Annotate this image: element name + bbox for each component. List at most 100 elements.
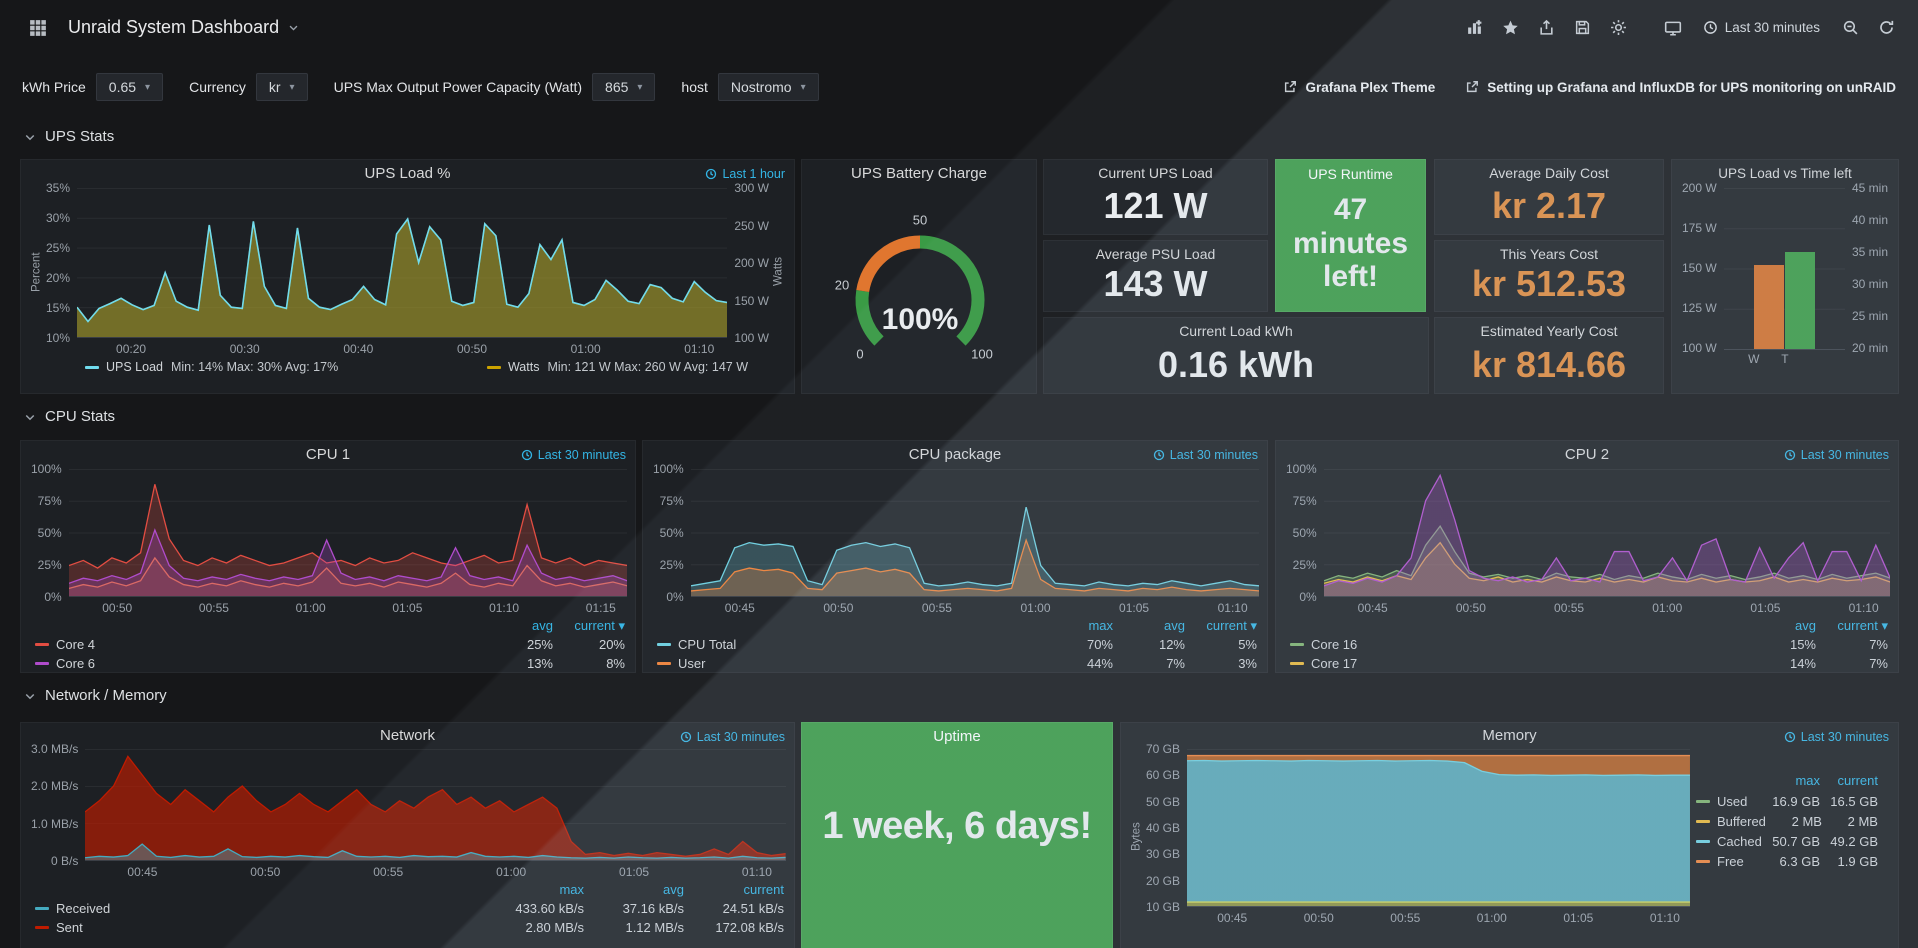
- variable-dropdown[interactable]: 0.65 ▾: [95, 73, 164, 101]
- zoom-out-icon[interactable]: [1834, 12, 1866, 44]
- stat-value: kr 814.66: [1471, 343, 1627, 385]
- section-header-cpu[interactable]: CPU Stats: [24, 408, 115, 425]
- gauge-tick: 0: [856, 346, 864, 362]
- panel-network: Network Last 30 minutes 3.0 MB/s 2.0 MB/s…: [20, 722, 795, 948]
- series-name[interactable]: Free: [1717, 853, 1744, 869]
- time-range-label: Last 30 minutes: [1724, 20, 1820, 35]
- stat-value: 143 W: [1103, 263, 1208, 304]
- legend-row: Used 16.9 GB 16.5 GB: [1696, 791, 1878, 811]
- series-swatch: [1696, 859, 1710, 863]
- panel-title[interactable]: UPS Battery Charge: [851, 165, 987, 182]
- series-name[interactable]: CPU Total: [678, 637, 737, 652]
- panel-title[interactable]: Current Load kWh: [1179, 323, 1293, 339]
- section-header-ups[interactable]: UPS Stats: [24, 128, 114, 145]
- series-name[interactable]: Used: [1717, 793, 1748, 809]
- panel-time-range: Last 1 hour: [705, 167, 785, 181]
- bar-watts: [1753, 265, 1784, 349]
- gauge-tick: 100: [971, 346, 993, 362]
- panel-title[interactable]: UPS Runtime: [1308, 166, 1393, 182]
- panel-title[interactable]: Memory: [1482, 727, 1537, 744]
- series-name[interactable]: Sent: [56, 920, 83, 935]
- save-icon[interactable]: [1567, 12, 1599, 44]
- panel-battery-gauge: UPS Battery Charge 0 20 50 100 100%: [801, 159, 1037, 394]
- panel-title[interactable]: Current UPS Load: [1098, 165, 1213, 181]
- variable-dropdown[interactable]: 865 ▾: [592, 73, 656, 101]
- panel-title[interactable]: Network: [379, 727, 435, 744]
- series-swatch: [35, 662, 49, 665]
- chevron-down-icon: [289, 25, 298, 31]
- star-icon[interactable]: [1495, 12, 1527, 44]
- dashboard-link[interactable]: Grafana Plex Theme: [1283, 80, 1435, 95]
- cycle-view-icon[interactable]: [1657, 12, 1689, 44]
- series-name[interactable]: Core 17: [1311, 656, 1358, 671]
- legend-item[interactable]: Watts Min: 121 W Max: 260 W Avg: 147 W: [486, 360, 748, 374]
- legend-row: Cached 50.7 GB 49.2 GB: [1696, 831, 1878, 851]
- panel-estimated-yearly-cost: Estimated Yearly Cost kr 814.66: [1434, 317, 1664, 394]
- bar-chart: [1723, 188, 1845, 350]
- variable-label: host: [681, 79, 708, 95]
- panel-ups-load-vs-time: UPS Load vs Time left 200 W 175 W 150 W 125…: [1671, 159, 1899, 394]
- variable-dropdown[interactable]: kr ▾: [255, 73, 308, 101]
- add-panel-icon[interactable]: [1459, 12, 1491, 44]
- series-name[interactable]: Cached: [1717, 833, 1762, 849]
- share-icon[interactable]: [1531, 12, 1563, 44]
- panel-title[interactable]: CPU package: [908, 446, 1002, 463]
- series-name[interactable]: User: [678, 656, 706, 671]
- external-link-icon: [1285, 81, 1297, 93]
- y-axis-right: 300 W 250 W 200 W 150 W 100 W: [734, 181, 769, 345]
- panel-current-load-kwh: Current Load kWh 0.16 kWh: [1043, 317, 1429, 394]
- section-title: UPS Stats: [45, 128, 115, 145]
- navbar-actions: Last 30 minutes: [1459, 12, 1902, 44]
- panel-title[interactable]: CPU 1: [305, 446, 351, 463]
- series-name[interactable]: Buffered: [1717, 813, 1766, 829]
- variable-dropdown[interactable]: Nostromo ▾: [717, 73, 819, 101]
- section-header-netmem[interactable]: Network / Memory: [24, 687, 167, 704]
- legend: max avg current ▾ CPU Total 70% 12% 5% Use…: [643, 615, 1267, 673]
- series-name[interactable]: Core 4: [56, 637, 96, 652]
- series-name[interactable]: Core 16: [1311, 637, 1358, 652]
- panel-title[interactable]: Uptime: [933, 728, 981, 745]
- chevron-down-icon: ▾: [637, 81, 643, 93]
- panel-title[interactable]: CPU 2: [1564, 446, 1610, 463]
- y-axis: 100% 75% 50% 25% 0%: [653, 462, 684, 604]
- panel-title[interactable]: This Years Cost: [1499, 246, 1599, 262]
- legend-row: Free 6.3 GB 1.9 GB: [1696, 851, 1878, 871]
- legend: UPS Load Min: 14% Max: 30% Avg: 17% Watt…: [21, 356, 794, 374]
- panel-current-ups-load: Current UPS Load 121 W: [1043, 159, 1268, 235]
- variable-label: UPS Max Output Power Capacity (Watt): [333, 79, 583, 95]
- clock-icon: [1153, 449, 1164, 461]
- variable-value: kr: [268, 79, 281, 95]
- refresh-icon[interactable]: [1870, 12, 1902, 44]
- navbar: Unraid System Dashboard: [0, 0, 1918, 55]
- panel-title[interactable]: UPS Load %: [364, 165, 451, 182]
- y-axis-left: 200 W 175 W 150 W 125 W 100 W: [1682, 181, 1717, 355]
- y-axis-label-right: Watts: [772, 257, 785, 287]
- clock-icon: [680, 731, 691, 743]
- dashboard-grid-icon[interactable]: [22, 12, 54, 44]
- panel-ups-load: UPS Load % Last 1 hour Percent 35% 30% 25%…: [20, 159, 795, 394]
- y-axis-right: 45 min 40 min 35 min 30 min 25 min 20 min: [1851, 181, 1888, 355]
- legend-item[interactable]: UPS Load Min: 14% Max: 30% Avg: 17%: [85, 360, 338, 374]
- legend-row: CPU Total 70% 12% 5%: [657, 635, 1257, 654]
- y-axis-label: Bytes: [1130, 822, 1143, 852]
- clock-icon: [1703, 21, 1717, 34]
- settings-icon[interactable]: [1603, 12, 1635, 44]
- panel-title[interactable]: UPS Load vs Time left: [1718, 166, 1852, 181]
- legend-header: max current: [1795, 773, 1878, 788]
- variable-control: Currency kr ▾: [189, 73, 308, 101]
- series-swatch: [1696, 819, 1710, 823]
- panel-title[interactable]: Average PSU Load: [1095, 246, 1216, 262]
- panel-cpu1: CPU 1 Last 30 minutes 100% 75% 50% 25% 0% 00…: [20, 440, 636, 673]
- legend: avg current ▾ Core 16 15% 7% Core 17 14% …: [1276, 615, 1898, 673]
- clock-icon: [521, 449, 532, 461]
- panel-title[interactable]: Average Daily Cost: [1489, 165, 1609, 181]
- dashboard-title-dropdown[interactable]: Unraid System Dashboard: [68, 17, 299, 38]
- series-name[interactable]: Core 6: [56, 656, 96, 671]
- time-picker-button[interactable]: Last 30 minutes: [1693, 20, 1830, 35]
- y-axis: 100% 75% 50% 25% 0%: [1286, 462, 1317, 604]
- gauge-value: 100%: [881, 303, 959, 336]
- series-name[interactable]: Received: [56, 901, 111, 916]
- legend-row: Sent 2.80 MB/s 1.12 MB/s 172.08 kB/s: [35, 918, 784, 937]
- panel-title[interactable]: Estimated Yearly Cost: [1480, 323, 1618, 339]
- dashboard-link[interactable]: Setting up Grafana and InfluxDB for UPS …: [1465, 80, 1896, 95]
